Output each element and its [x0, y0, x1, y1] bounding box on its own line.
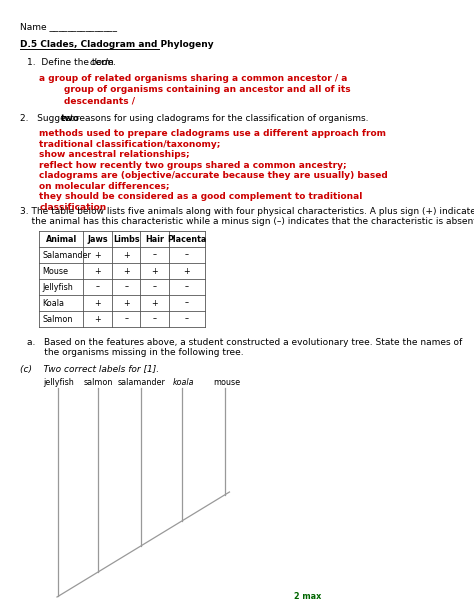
- Text: Animal: Animal: [46, 235, 77, 243]
- Text: D.5 Clades, Cladogram and Phylogeny: D.5 Clades, Cladogram and Phylogeny: [20, 40, 214, 49]
- Text: the organisms missing in the following tree.: the organisms missing in the following t…: [27, 348, 244, 357]
- Text: –: –: [185, 299, 189, 308]
- Text: traditional classification/taxonomy;: traditional classification/taxonomy;: [39, 140, 220, 148]
- Text: Salmon: Salmon: [42, 314, 73, 324]
- Text: +: +: [94, 267, 101, 275]
- Text: Hair: Hair: [145, 235, 164, 243]
- Text: –: –: [153, 251, 156, 259]
- Text: 2.   Suggest: 2. Suggest: [20, 114, 77, 123]
- Text: two: two: [61, 114, 80, 123]
- Text: –: –: [185, 314, 189, 324]
- Text: Koala: Koala: [42, 299, 64, 308]
- Text: Salamander: Salamander: [42, 251, 91, 259]
- Text: Placenta: Placenta: [167, 235, 206, 243]
- Text: a group of related organisms sharing a common ancestor / a: a group of related organisms sharing a c…: [39, 74, 347, 83]
- Text: salamander: salamander: [117, 378, 165, 387]
- Text: 1.  Define the term: 1. Define the term: [27, 58, 117, 67]
- Text: +: +: [123, 251, 129, 259]
- Text: a.   Based on the features above, a student constructed a evolutionary tree. Sta: a. Based on the features above, a studen…: [27, 338, 462, 347]
- Text: classification: classification: [39, 202, 107, 211]
- Text: they should be considered as a good complement to traditional: they should be considered as a good comp…: [39, 192, 363, 201]
- Text: Jellyfish: Jellyfish: [42, 283, 73, 292]
- Text: +: +: [94, 314, 101, 324]
- Text: show ancestral relationships;: show ancestral relationships;: [39, 150, 190, 159]
- Text: Jaws: Jaws: [87, 235, 108, 243]
- Text: jellyfish: jellyfish: [43, 378, 74, 387]
- Text: –: –: [124, 314, 128, 324]
- Text: group of organisms containing an ancestor and all of its: group of organisms containing an ancesto…: [39, 85, 351, 94]
- Text: salmon: salmon: [83, 378, 113, 387]
- Text: Limbs: Limbs: [113, 235, 139, 243]
- Text: +: +: [123, 267, 129, 275]
- Text: +: +: [183, 267, 190, 275]
- Text: clode.: clode.: [90, 58, 117, 67]
- Text: –: –: [153, 314, 156, 324]
- Text: mouse: mouse: [213, 378, 240, 387]
- Text: Mouse: Mouse: [42, 267, 68, 275]
- Text: methods used to prepare cladograms use a different approach from: methods used to prepare cladograms use a…: [39, 129, 386, 138]
- Text: –: –: [96, 283, 100, 292]
- Text: descendants /: descendants /: [39, 96, 135, 105]
- Text: –: –: [124, 283, 128, 292]
- Text: 3. The table below lists five animals along with four physical characteristics. : 3. The table below lists five animals al…: [20, 207, 474, 216]
- Text: on molecular differences;: on molecular differences;: [39, 181, 170, 191]
- Text: Name _______________: Name _______________: [20, 22, 117, 31]
- Text: 2 max: 2 max: [293, 592, 321, 601]
- Text: +: +: [123, 299, 129, 308]
- Text: koala: koala: [173, 378, 195, 387]
- Text: +: +: [151, 267, 158, 275]
- Text: reasons for using cladograms for the classification of organisms.: reasons for using cladograms for the cla…: [73, 114, 369, 123]
- Text: reflect how recently two groups shared a common ancestry;: reflect how recently two groups shared a…: [39, 161, 347, 170]
- Text: cladograms are (objective/accurate because they are usually) based: cladograms are (objective/accurate becau…: [39, 171, 388, 180]
- Text: –: –: [153, 283, 156, 292]
- Text: –: –: [185, 283, 189, 292]
- Text: –: –: [185, 251, 189, 259]
- Text: the animal has this characteristic while a minus sign (–) indicates that the cha: the animal has this characteristic while…: [20, 217, 474, 226]
- Text: +: +: [151, 299, 158, 308]
- Text: +: +: [94, 299, 101, 308]
- Text: +: +: [94, 251, 101, 259]
- Text: (c)    Two correct labels for [1].: (c) Two correct labels for [1].: [20, 365, 159, 374]
